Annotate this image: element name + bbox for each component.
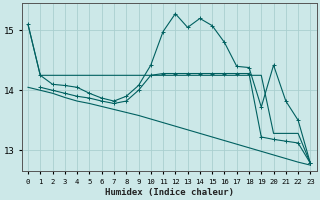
X-axis label: Humidex (Indice chaleur): Humidex (Indice chaleur): [105, 188, 234, 197]
